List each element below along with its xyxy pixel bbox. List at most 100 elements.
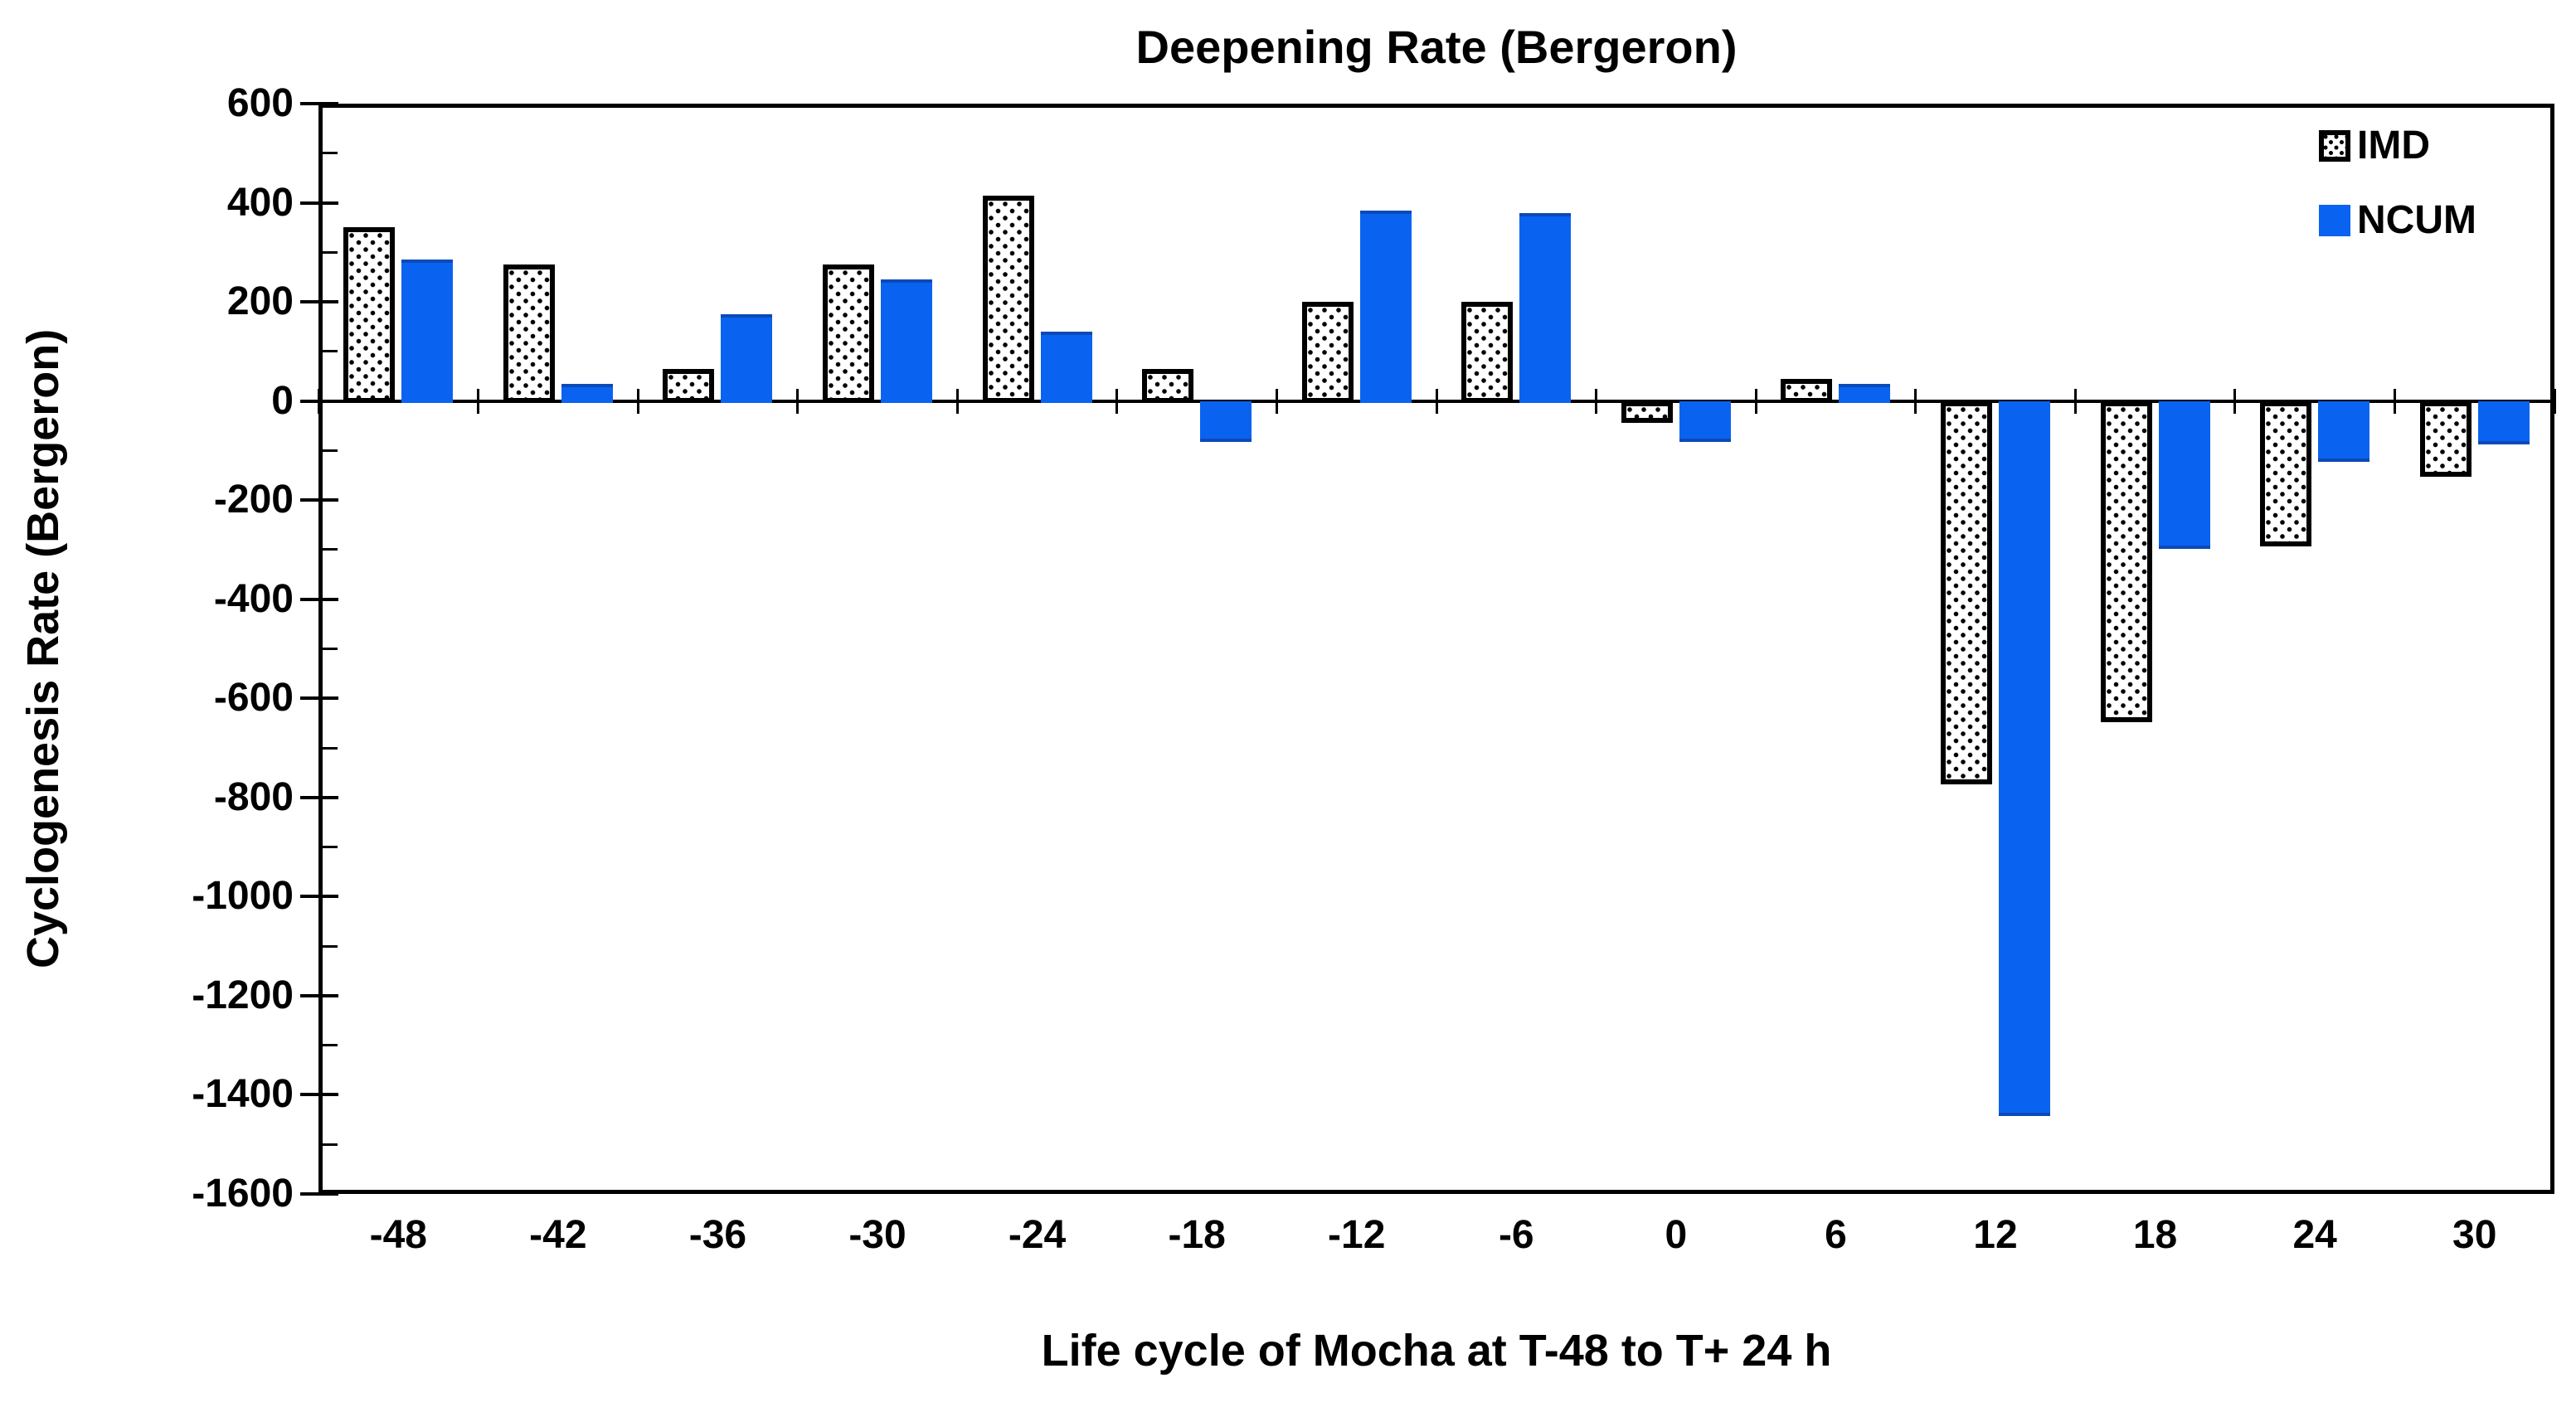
x-axis-tick <box>477 388 480 414</box>
x-axis-tick-label: 24 <box>2292 1213 2337 1257</box>
x-axis-tick <box>2393 388 2396 414</box>
x-axis-tick-label: -30 <box>848 1213 906 1257</box>
legend-item-ncum: NCUM <box>2319 199 2543 242</box>
y-axis-tick-label: 600 <box>226 81 294 125</box>
x-axis-tick <box>955 388 959 414</box>
bar-ncum-12 <box>1999 400 2050 1117</box>
x-axis-tick <box>1914 388 1917 414</box>
y-axis-major-tick <box>300 102 338 105</box>
x-axis-tick-label: -36 <box>688 1213 747 1257</box>
y-axis-minor-tick <box>323 350 338 353</box>
x-axis-tick <box>1435 388 1438 414</box>
y-axis-minor-tick <box>323 250 338 254</box>
bar-imd--30 <box>823 264 874 403</box>
bar-imd-0 <box>1621 400 1673 423</box>
bar-ncum-0 <box>1679 400 1731 443</box>
x-axis-tick-label: -6 <box>1498 1213 1534 1257</box>
y-axis-minor-tick <box>323 1143 338 1146</box>
bar-ncum--48 <box>401 260 454 403</box>
bar-imd-30 <box>2419 400 2472 478</box>
x-axis-tick-label: -12 <box>1328 1213 1386 1257</box>
y-axis-minor-tick <box>323 648 338 650</box>
y-axis-major-tick <box>300 696 338 701</box>
bar-imd--48 <box>343 227 396 403</box>
y-axis-tick-label: 400 <box>226 180 294 225</box>
y-axis-minor-tick <box>323 152 338 155</box>
bar-ncum-6 <box>1839 383 1891 403</box>
bar-imd-18 <box>2100 400 2152 723</box>
y-axis-tick-label: -1400 <box>192 1072 294 1117</box>
bar-imd--6 <box>1461 302 1514 403</box>
x-axis-tick-label: 30 <box>2452 1213 2497 1257</box>
bar-ncum-24 <box>2318 400 2370 463</box>
y-axis-tick-label: -200 <box>213 478 294 522</box>
bar-ncum--30 <box>881 279 932 403</box>
y-axis-major-tick <box>300 1093 338 1097</box>
ncum-color-swatch-icon <box>2319 205 2350 236</box>
y-axis-minor-tick <box>323 944 338 948</box>
bar-imd--18 <box>1142 368 1194 403</box>
y-axis-minor-tick <box>323 746 338 750</box>
x-axis-tick-label: -42 <box>529 1213 587 1257</box>
y-axis-major-tick <box>300 498 338 502</box>
x-axis-tick-label: -18 <box>1168 1213 1226 1257</box>
x-axis-tick <box>2553 388 2556 414</box>
bar-ncum--12 <box>1359 210 1412 403</box>
y-axis-minor-tick <box>323 548 338 551</box>
x-axis-tick <box>1115 388 1119 414</box>
bar-ncum--18 <box>1200 400 1252 443</box>
bar-imd-6 <box>1781 378 1833 403</box>
legend: IMD NCUM <box>2319 124 2543 274</box>
bar-ncum--36 <box>721 314 773 403</box>
bar-imd--12 <box>1301 302 1354 403</box>
x-axis-tick <box>796 388 800 414</box>
bar-ncum--42 <box>561 383 613 403</box>
x-axis-tick-label: 0 <box>1665 1213 1688 1257</box>
y-axis-tick-label: -400 <box>213 576 294 621</box>
x-axis-tick-label: 18 <box>2132 1213 2178 1257</box>
y-axis-tick-label: -1200 <box>192 973 294 1017</box>
y-axis-major-tick <box>300 1192 338 1196</box>
y-axis-major-tick <box>300 993 338 997</box>
legend-label-ncum: NCUM <box>2357 198 2476 242</box>
bar-imd--36 <box>663 368 715 403</box>
y-axis-minor-tick <box>323 846 338 849</box>
x-axis-tick-label: 6 <box>1825 1213 1847 1257</box>
x-axis-tick <box>2073 388 2077 414</box>
imd-pattern-swatch-icon <box>2319 130 2350 162</box>
y-axis-tick-label: -600 <box>213 676 294 721</box>
y-axis-tick-label: -1000 <box>192 874 294 919</box>
bar-ncum-18 <box>2158 400 2210 549</box>
x-axis-tick <box>1595 388 1598 414</box>
bar-imd-24 <box>2260 400 2312 546</box>
legend-label-imd: IMD <box>2357 124 2430 167</box>
x-axis-tick <box>2233 388 2237 414</box>
bar-ncum--24 <box>1040 331 1092 403</box>
y-axis-major-tick <box>300 300 338 304</box>
y-axis-tick-label: -1600 <box>192 1172 294 1216</box>
y-axis-tick-label: 200 <box>226 279 294 324</box>
x-axis-tick-label: -48 <box>369 1213 427 1257</box>
y-axis-tick-label: -800 <box>213 774 294 819</box>
x-axis-tick <box>1754 388 1757 414</box>
y-axis-title: Cyclogenesis Rate (Bergeron) <box>18 328 68 969</box>
x-axis-tick-label: 12 <box>1973 1213 2018 1257</box>
x-axis-title: Life cycle of Mocha at T-48 to T+ 24 h <box>1041 1326 1832 1376</box>
legend-item-imd: IMD <box>2319 124 2543 167</box>
x-axis-tick <box>1275 388 1278 414</box>
x-axis-tick-label: -24 <box>1008 1213 1067 1257</box>
y-axis-major-tick <box>300 399 338 403</box>
y-axis-major-tick <box>300 201 338 205</box>
bar-ncum--6 <box>1519 212 1572 403</box>
chart-title: Deepening Rate (Bergeron) <box>1135 21 1738 73</box>
y-axis-tick-label: 0 <box>271 378 294 423</box>
y-axis-major-tick <box>300 597 338 601</box>
plot-area <box>318 104 2554 1194</box>
bar-ncum-30 <box>2477 400 2530 445</box>
y-axis-major-tick <box>300 895 338 899</box>
x-axis-tick <box>636 388 639 414</box>
y-axis-major-tick <box>300 795 338 799</box>
y-axis-minor-tick <box>323 1044 338 1047</box>
bar-imd--42 <box>503 264 555 403</box>
y-axis-minor-tick <box>323 449 338 452</box>
